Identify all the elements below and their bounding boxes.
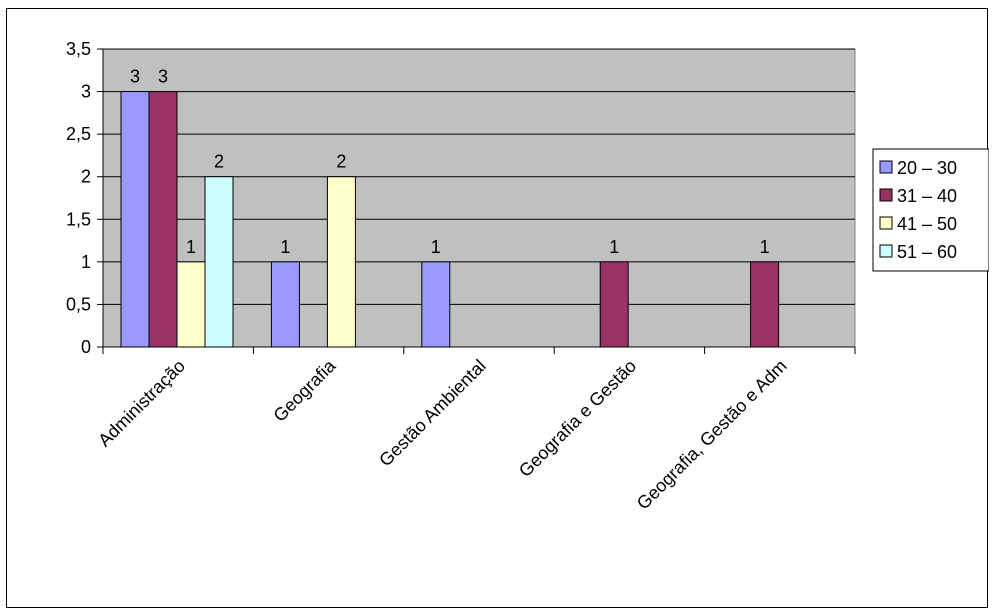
legend-label: 20 – 30 <box>897 158 957 178</box>
bar <box>148 91 178 348</box>
x-tick-label: Gestão Ambiental <box>375 356 490 471</box>
data-label: 2 <box>214 152 224 172</box>
data-label: 1 <box>186 237 196 257</box>
legend-swatch <box>879 160 893 174</box>
y-tick-label: 3 <box>81 82 91 102</box>
y-tick-label: 2 <box>81 167 91 187</box>
data-label: 3 <box>158 67 168 87</box>
x-tick-label: Geografia <box>269 355 340 426</box>
bar <box>421 261 451 348</box>
bar <box>270 261 300 348</box>
bar-chart: 0 0,5 1 1,5 2 2,5 3 3,5 Administração Geografia Ge… <box>66 39 989 514</box>
bar <box>204 176 234 348</box>
data-label: 1 <box>760 237 770 257</box>
legend-swatch <box>879 244 893 258</box>
bar <box>599 261 629 348</box>
legend: 20 – 30 31 – 40 41 – 50 51 – 60 <box>872 148 989 272</box>
data-label: 1 <box>609 237 619 257</box>
x-tick-label: Geografia e Gestão <box>515 356 640 481</box>
bar <box>326 176 356 348</box>
legend-label: 51 – 60 <box>897 242 957 262</box>
data-label: 1 <box>431 237 441 257</box>
legend-swatch <box>879 216 893 230</box>
legend-label: 41 – 50 <box>897 214 957 234</box>
y-tick-label: 1,5 <box>66 209 91 229</box>
y-tick-label: 0,5 <box>66 294 91 314</box>
bars <box>120 91 780 348</box>
legend-label: 31 – 40 <box>897 186 957 206</box>
chart-area: 0 0,5 1 1,5 2 2,5 3 3,5 Administração Geografia Ge… <box>6 8 989 608</box>
data-label: 3 <box>130 67 140 87</box>
x-tick-label: Administração <box>94 356 189 451</box>
y-tick-label: 3,5 <box>66 39 91 59</box>
y-tick-label: 0 <box>81 337 91 357</box>
y-tick-label: 2,5 <box>66 124 91 144</box>
legend-swatch <box>879 188 893 202</box>
y-tick-label: 1 <box>81 252 91 272</box>
data-labels: 3 3 1 2 1 2 1 1 1 <box>130 67 770 257</box>
bar <box>750 261 780 348</box>
bar <box>176 261 206 348</box>
data-label: 2 <box>336 152 346 172</box>
x-tick-label: Geografia, Gestão e Adm <box>633 356 791 514</box>
data-label: 1 <box>280 237 290 257</box>
bar <box>120 91 150 348</box>
